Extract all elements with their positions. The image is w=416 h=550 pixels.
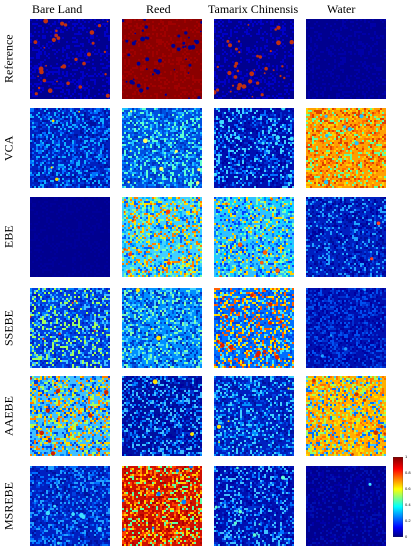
map-vca-tamarix-chinensis (214, 108, 294, 188)
map-aaebe-water (306, 376, 386, 456)
abundance-map-image (30, 466, 110, 546)
map-aaebe-bare-land (30, 376, 110, 456)
abundance-map-image (30, 108, 110, 188)
abundance-map-image (306, 288, 386, 368)
abundance-map-image (30, 376, 110, 456)
colorbar-tick-0.8: 0.8 (405, 471, 411, 475)
row-label-ssebe: SSEBE (2, 288, 16, 368)
abundance-map-image (122, 376, 202, 456)
row-label-aaebe: AAEBE (2, 376, 16, 456)
abundance-map-image (122, 108, 202, 188)
abundance-map-image (214, 197, 294, 277)
map-ssebe-reed (122, 288, 202, 368)
abundance-map-image (214, 288, 294, 368)
map-reference-bare-land (30, 19, 110, 99)
column-header-tamarix-chinensis: Tamarix Chinensis (208, 2, 298, 17)
map-msrebe-tamarix-chinensis (214, 466, 294, 546)
abundance-map-image (30, 197, 110, 277)
map-aaebe-tamarix-chinensis (214, 376, 294, 456)
colorbar-tick-1: 1 (405, 455, 407, 459)
map-reference-water (306, 19, 386, 99)
column-header-reed: Reed (146, 2, 171, 17)
abundance-map-image (214, 19, 294, 99)
row-label-vca: VCA (2, 108, 16, 188)
abundance-map-image (306, 108, 386, 188)
map-vca-water (306, 108, 386, 188)
row-label-msrebe: MSREBE (2, 466, 16, 546)
abundance-map-image (122, 288, 202, 368)
map-ebe-water (306, 197, 386, 277)
map-ebe-tamarix-chinensis (214, 197, 294, 277)
colorbar (392, 456, 404, 538)
abundance-map-image (306, 197, 386, 277)
map-ebe-bare-land (30, 197, 110, 277)
colorbar-gradient (392, 456, 404, 538)
map-ssebe-bare-land (30, 288, 110, 368)
colorbar-tick-0.6: 0.6 (405, 487, 411, 491)
map-ebe-reed (122, 197, 202, 277)
map-msrebe-bare-land (30, 466, 110, 546)
colorbar-tick-0.2: 0.2 (405, 519, 411, 523)
map-aaebe-reed (122, 376, 202, 456)
abundance-map-image (306, 466, 386, 546)
abundance-map-image (306, 376, 386, 456)
abundance-map-image (122, 197, 202, 277)
row-label-ebe: EBE (2, 197, 16, 277)
map-vca-bare-land (30, 108, 110, 188)
abundance-map-image (214, 376, 294, 456)
abundance-map-image (306, 19, 386, 99)
colorbar-tick-0: 0 (405, 535, 407, 539)
colorbar-tick-0.4: 0.4 (405, 503, 411, 507)
map-reference-tamarix-chinensis (214, 19, 294, 99)
abundance-map-image (214, 466, 294, 546)
column-header-bare-land: Bare Land (32, 2, 82, 17)
row-label-reference: Reference (2, 19, 16, 99)
abundance-map-image (122, 19, 202, 99)
abundance-map-image (122, 466, 202, 546)
column-header-water: Water (327, 2, 355, 17)
map-msrebe-water (306, 466, 386, 546)
map-ssebe-tamarix-chinensis (214, 288, 294, 368)
abundance-map-image (30, 288, 110, 368)
map-msrebe-reed (122, 466, 202, 546)
map-reference-reed (122, 19, 202, 99)
abundance-map-image (30, 19, 110, 99)
abundance-map-image (214, 108, 294, 188)
map-ssebe-water (306, 288, 386, 368)
map-vca-reed (122, 108, 202, 188)
